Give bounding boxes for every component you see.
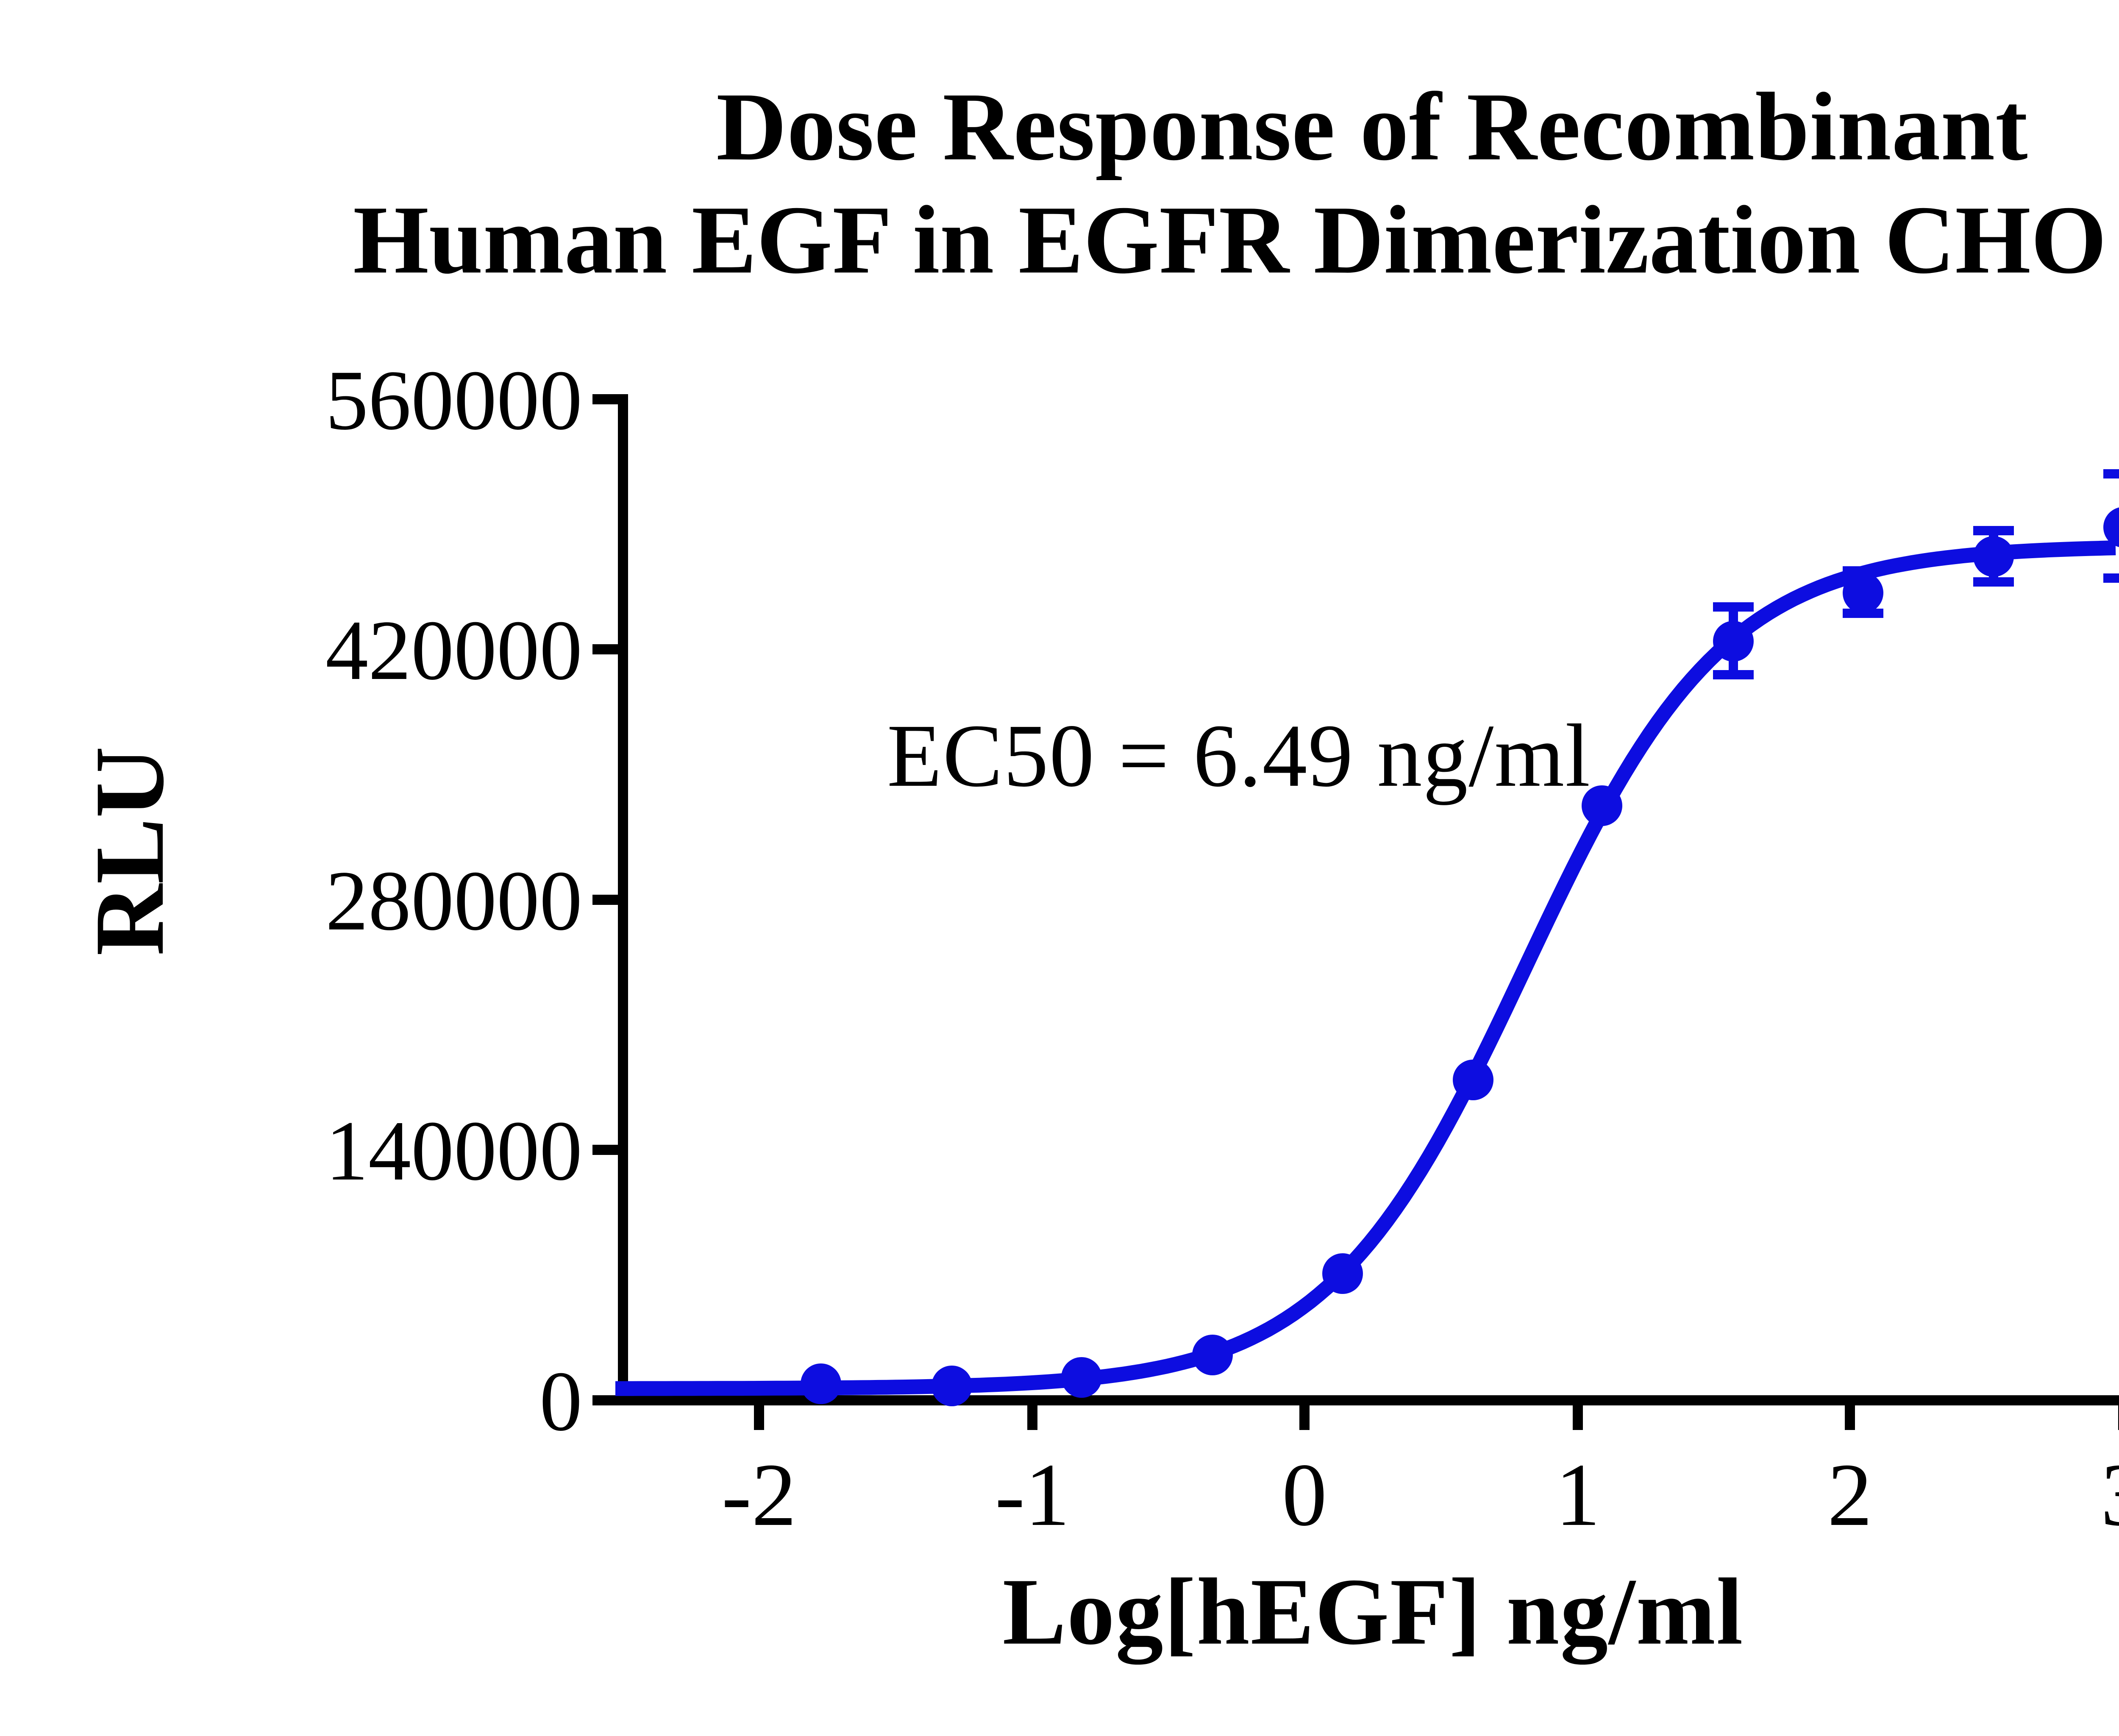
svg-text:RLU: RLU <box>74 746 184 956</box>
svg-text:3: 3 <box>2101 1445 2119 1544</box>
svg-text:280000: 280000 <box>325 853 582 948</box>
svg-text:420000: 420000 <box>325 603 582 698</box>
svg-text:Human EGF in EGFR Dimerization: Human EGF in EGFR Dimerization CHO(C16) <box>353 174 2119 294</box>
svg-text:Dose Response of Recombinant: Dose Response of Recombinant <box>716 72 2028 181</box>
svg-text:1: 1 <box>1555 1445 1600 1544</box>
svg-text:EC50 = 6.49 ng/ml: EC50 = 6.49 ng/ml <box>887 706 1591 805</box>
svg-text:0: 0 <box>539 1354 582 1449</box>
svg-text:560000: 560000 <box>325 353 582 448</box>
svg-text:140000: 140000 <box>325 1103 582 1198</box>
svg-text:-2: -2 <box>722 1445 797 1544</box>
svg-text:Log[hEGF] ng/ml: Log[hEGF] ng/ml <box>1003 1558 1744 1665</box>
svg-text:-1: -1 <box>995 1445 1070 1544</box>
svg-text:2: 2 <box>1827 1445 1872 1544</box>
svg-text:0: 0 <box>1282 1445 1327 1544</box>
